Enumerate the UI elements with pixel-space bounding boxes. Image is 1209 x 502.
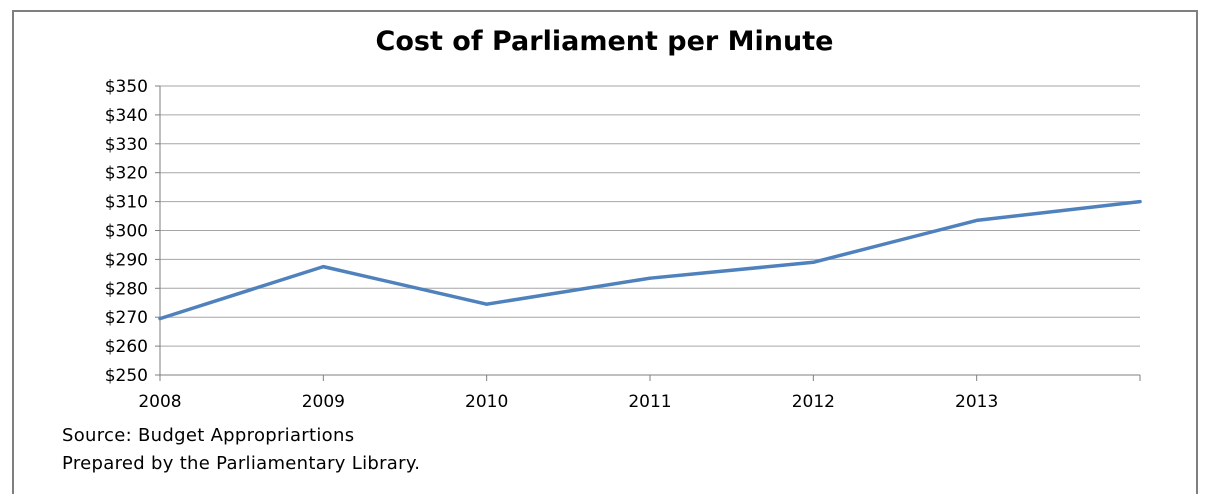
chart-frame	[12, 10, 1198, 494]
prepared-by-note: Prepared by the Parliamentary Library.	[62, 453, 421, 474]
x-tick-label: 2013	[955, 392, 998, 412]
data-point	[321, 265, 325, 269]
x-tick-label: 2009	[302, 392, 345, 412]
x-tick-label: 2012	[792, 392, 835, 412]
data-point	[648, 276, 652, 280]
y-tick-label: $330	[105, 135, 148, 155]
y-tick-label: $310	[105, 193, 148, 213]
data-point	[975, 218, 979, 222]
y-tick-label: $280	[105, 279, 148, 299]
y-tick-label: $300	[105, 222, 148, 242]
data-point	[485, 302, 489, 306]
source-note: Source: Budget Appropriartions	[62, 425, 355, 446]
data-point	[1138, 200, 1142, 204]
y-tick-label: $290	[105, 250, 148, 270]
y-tick-label: $320	[105, 164, 148, 184]
y-tick-label: $270	[105, 308, 148, 328]
x-tick-label: 2008	[138, 392, 181, 412]
data-point	[811, 260, 815, 264]
chart-title: Cost of Parliament per Minute	[375, 26, 834, 57]
y-tick-label: $340	[105, 106, 148, 126]
data-point	[158, 317, 162, 321]
x-tick-label: 2011	[628, 392, 671, 412]
x-tick-label: 2010	[465, 392, 508, 412]
series-line	[158, 199, 1142, 321]
y-tick-label: $250	[105, 366, 148, 386]
y-tick-label: $350	[105, 77, 148, 97]
y-tick-label: $260	[105, 337, 148, 357]
